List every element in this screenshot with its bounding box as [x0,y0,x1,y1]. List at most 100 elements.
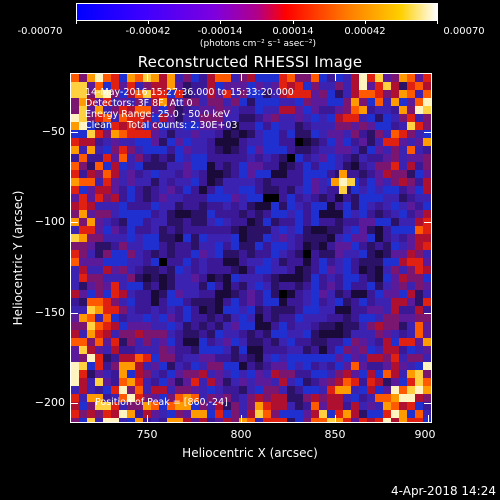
image-pixel [151,322,159,330]
image-pixel [255,266,263,274]
image-pixel [255,106,263,114]
image-pixel [383,394,391,402]
image-pixel [223,290,231,298]
image-pixel [423,378,431,386]
image-pixel [391,322,399,330]
image-pixel [383,106,391,114]
image-pixel [239,410,247,418]
image-pixel [287,362,295,370]
image-pixel [191,418,199,422]
image-pixel [175,410,183,418]
image-pixel [263,250,271,258]
image-pixel [199,242,207,250]
image-pixel [215,378,223,386]
image-pixel [103,234,111,242]
image-pixel [167,402,175,410]
image-pixel [231,234,239,242]
image-pixel [287,226,295,234]
image-pixel [119,74,127,82]
image-pixel [159,274,167,282]
image-pixel [271,90,279,98]
image-pixel [295,290,303,298]
image-pixel [423,178,431,186]
image-pixel [263,306,271,314]
image-pixel [303,98,311,106]
image-pixel [263,98,271,106]
image-pixel [407,354,415,362]
image-pixel [191,314,199,322]
image-pixel [143,178,151,186]
image-pixel [423,98,431,106]
image-pixel [143,402,151,410]
image-pixel [159,402,167,410]
image-pixel [319,242,327,250]
image-pixel [423,418,431,422]
image-plot-area: 14-May-2016 15:27:36.000 to 15:33:20.000… [70,73,432,423]
image-pixel [71,402,79,410]
image-pixel [255,282,263,290]
image-pixel [263,186,271,194]
image-pixel [263,338,271,346]
image-pixel [343,410,351,418]
image-pixel [383,266,391,274]
image-pixel [239,210,247,218]
image-pixel [207,162,215,170]
image-pixel [335,346,343,354]
image-pixel [287,138,295,146]
image-pixel [303,82,311,90]
image-pixel [103,250,111,258]
image-pixel [111,74,119,82]
image-pixel [151,298,159,306]
image-pixel [151,338,159,346]
image-pixel [287,282,295,290]
y-major-tick [70,313,78,314]
image-pixel [231,242,239,250]
image-pixel [207,418,215,422]
image-pixel [287,90,295,98]
image-pixel [375,258,383,266]
colorbar [76,3,438,21]
image-pixel [79,226,87,234]
image-pixel [215,178,223,186]
image-pixel [215,210,223,218]
image-pixel [351,410,359,418]
image-pixel [119,106,127,114]
image-pixel [231,210,239,218]
image-pixel [367,186,375,194]
image-pixel [111,346,119,354]
image-pixel [311,146,319,154]
image-pixel [143,330,151,338]
image-pixel [167,266,175,274]
image-pixel [183,242,191,250]
image-pixel [303,210,311,218]
image-pixel [263,258,271,266]
image-pixel [375,106,383,114]
image-pixel [151,114,159,122]
image-pixel [383,98,391,106]
image-pixel [231,274,239,282]
image-pixel [271,130,279,138]
image-pixel [303,146,311,154]
image-pixel [279,194,287,202]
image-pixel [263,218,271,226]
image-pixel [271,146,279,154]
image-pixel [367,250,375,258]
image-pixel [143,234,151,242]
image-pixel [319,346,327,354]
image-pixel [199,130,207,138]
image-pixel [263,410,271,418]
image-pixel [119,98,127,106]
image-pixel [183,162,191,170]
image-pixel [71,122,79,130]
image-pixel [303,394,311,402]
image-pixel [175,194,183,202]
image-pixel [71,370,79,378]
image-pixel [167,378,175,386]
image-pixel [295,226,303,234]
image-pixel [191,122,199,130]
image-pixel [199,154,207,162]
image-pixel [255,290,263,298]
image-pixel [351,242,359,250]
image-pixel [95,130,103,138]
image-pixel [135,306,143,314]
